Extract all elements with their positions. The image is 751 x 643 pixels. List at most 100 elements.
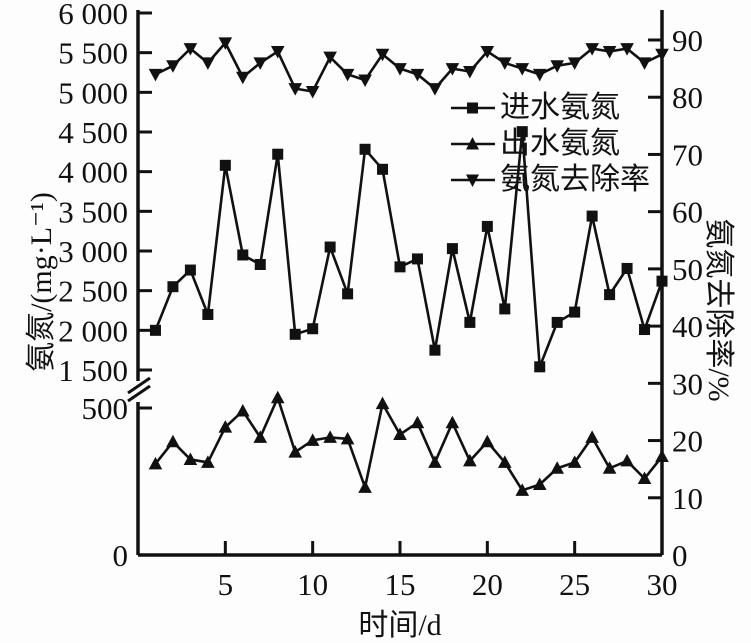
series-effluent-marker	[567, 455, 582, 468]
series-removal-rate-marker	[428, 83, 442, 96]
series-removal-rate-marker	[270, 45, 285, 59]
left-tick-label: 4 000	[58, 155, 128, 190]
right-tick-label: 40	[672, 309, 703, 344]
series-effluent-marker	[428, 455, 442, 468]
series-influent-marker	[481, 220, 493, 232]
legend-item-influent: 进水氨氮	[450, 90, 650, 126]
series-effluent-marker	[183, 452, 198, 465]
triangle-down-marker-icon	[451, 174, 495, 187]
series-influent-marker	[377, 163, 389, 175]
series-influent-marker	[342, 288, 354, 300]
series-removal-rate-marker	[305, 86, 320, 99]
left-tick-label: 500	[82, 391, 129, 426]
series-effluent-marker	[480, 434, 495, 448]
series-removal-rate-marker	[480, 45, 495, 59]
series-influent-marker	[219, 159, 231, 171]
series-influent-marker	[446, 243, 458, 255]
series-influent-marker	[569, 306, 581, 318]
series-influent-marker	[604, 289, 616, 301]
left-tick-label: 5 000	[58, 75, 128, 110]
legend: 进水氨氮 出水氨氮 氨氮去除率	[450, 90, 650, 198]
series-effluent-line	[154, 394, 664, 493]
legend-item-removal-rate: 氨氮去除率	[450, 162, 650, 198]
series-influent-marker	[394, 261, 406, 273]
series-effluent-marker	[218, 420, 233, 433]
series-removal-rate-marker	[288, 83, 302, 96]
series-effluent-marker	[410, 415, 425, 429]
right-tick-label: 20	[672, 424, 703, 459]
x-axis-title: 时间/d	[358, 609, 442, 642]
series-removal-rate-marker	[253, 57, 268, 70]
series-influent-marker	[639, 324, 651, 336]
axis-break-slash	[127, 384, 151, 403]
left-tick-label: 3 500	[58, 194, 128, 229]
series-influent-marker	[621, 262, 633, 274]
axis-break-slash	[127, 376, 151, 395]
series-effluent-marker	[270, 390, 285, 404]
series-influent-marker	[359, 143, 371, 155]
x-tick-label: 20	[472, 567, 503, 602]
series-influent-marker	[499, 303, 511, 315]
left-tick-label: 1 500	[58, 353, 128, 388]
series-influent-marker	[307, 323, 319, 335]
left-tick-label: 2 500	[58, 274, 128, 309]
left-tick-label: 3 000	[58, 234, 128, 269]
series-effluent-marker	[201, 455, 215, 468]
triangle-up-marker-icon	[451, 137, 495, 150]
series-removal-rate-marker	[340, 68, 355, 82]
series-effluent-marker	[637, 471, 652, 485]
series-effluent-marker	[393, 427, 407, 440]
series-effluent-marker	[375, 396, 390, 410]
series-influent-marker	[254, 258, 266, 270]
series-influent-marker	[184, 264, 196, 276]
series-removal-rate-marker	[620, 43, 634, 56]
series-effluent-marker	[585, 430, 599, 443]
series-removal-rate-marker	[515, 63, 530, 76]
right-tick-label: 80	[672, 80, 703, 115]
series-effluent-marker	[532, 477, 547, 490]
square-marker-icon	[451, 102, 495, 114]
right-tick-label: 70	[672, 137, 703, 172]
series-removal-rate-marker	[602, 45, 617, 59]
series-effluent-marker	[515, 483, 530, 496]
series-effluent-marker	[148, 456, 163, 470]
series-removal-rate-marker	[410, 68, 425, 82]
left-axis-title: 氨氮/(mg·L⁻¹)	[25, 192, 58, 372]
series-influent-marker	[551, 316, 563, 328]
series-effluent-marker	[463, 453, 477, 467]
right-tick-label: 90	[672, 23, 703, 58]
legend-label-influent: 进水氨氮	[500, 91, 620, 124]
left-tick-label: 0	[113, 538, 129, 573]
right-axis-title: 氨氮去除率/%	[702, 218, 735, 402]
series-removal-rate-marker	[567, 57, 582, 70]
series-effluent-marker	[253, 430, 268, 443]
series-removal-rate-marker	[201, 57, 215, 70]
series-removal-rate-marker	[358, 74, 372, 88]
series-influent-marker	[429, 344, 441, 356]
series-effluent-marker	[620, 453, 634, 467]
left-tick-label: 4 500	[58, 115, 128, 150]
series-effluent-marker	[323, 430, 337, 443]
series-influent-marker	[272, 148, 284, 160]
left-tick-label: 6 000	[58, 0, 128, 31]
right-tick-label: 0	[672, 538, 688, 573]
series-removal-rate-marker	[166, 60, 180, 73]
legend-label-effluent: 出水氨氮	[500, 127, 620, 160]
series-effluent-marker	[358, 480, 372, 493]
series-influent-marker	[516, 126, 528, 138]
series-removal-rate-marker	[445, 63, 460, 76]
series-influent-marker	[324, 241, 336, 253]
series-influent-marker	[656, 275, 668, 287]
left-tick-label: 2 000	[58, 313, 128, 348]
series-removal-rate-marker	[550, 60, 564, 73]
left-tick-label: 5 500	[58, 36, 128, 71]
right-tick-label: 30	[672, 366, 703, 401]
series-effluent-marker	[166, 434, 180, 448]
series-influent-marker	[411, 253, 423, 265]
series-removal-rate-marker	[218, 37, 233, 50]
series-influent-marker	[149, 324, 161, 336]
x-tick-label: 15	[385, 567, 416, 602]
right-tick-label: 50	[672, 252, 703, 287]
